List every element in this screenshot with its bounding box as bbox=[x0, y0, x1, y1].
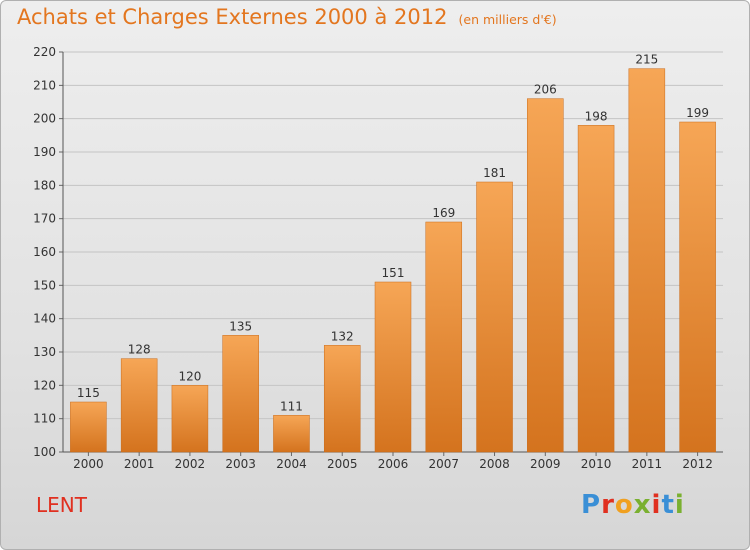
value-label-2012: 199 bbox=[686, 106, 709, 120]
x-tick-label-2003: 2003 bbox=[225, 457, 256, 471]
value-label-2002: 120 bbox=[178, 369, 201, 383]
value-label-2006: 151 bbox=[382, 266, 405, 280]
x-tick-label-2001: 2001 bbox=[124, 457, 155, 471]
x-tick-label-2010: 2010 bbox=[581, 457, 612, 471]
y-tick-label-220: 220 bbox=[33, 45, 56, 59]
bars bbox=[70, 68, 716, 453]
x-tick-label-2005: 2005 bbox=[327, 457, 358, 471]
logo-letter: P bbox=[581, 490, 602, 520]
bar-2008[interactable] bbox=[476, 181, 513, 453]
y-tick-label-210: 210 bbox=[33, 78, 56, 92]
value-label-2001: 128 bbox=[128, 343, 151, 357]
y-tick-label-160: 160 bbox=[33, 245, 56, 259]
chart-unit: (en milliers d'€) bbox=[458, 12, 557, 27]
x-tick-label-2000: 2000 bbox=[73, 457, 104, 471]
value-label-2000: 115 bbox=[77, 386, 100, 400]
bar-2006[interactable] bbox=[374, 281, 412, 453]
y-tick-label-110: 110 bbox=[33, 412, 56, 426]
y-tick-label-140: 140 bbox=[33, 312, 56, 326]
x-tick-label-2008: 2008 bbox=[479, 457, 510, 471]
logo-letter: r bbox=[601, 490, 615, 520]
x-tick-label-2009: 2009 bbox=[530, 457, 561, 471]
x-tick-label-2004: 2004 bbox=[276, 457, 307, 471]
y-tick-label-200: 200 bbox=[33, 112, 56, 126]
bar-2011[interactable] bbox=[628, 68, 666, 453]
logo-letter: x bbox=[633, 490, 652, 520]
x-tick-label-2002: 2002 bbox=[175, 457, 206, 471]
x-tick-label-2007: 2007 bbox=[428, 457, 459, 471]
bar-2001[interactable] bbox=[120, 358, 158, 453]
y-tick-label-190: 190 bbox=[33, 145, 56, 159]
y-tick-label-130: 130 bbox=[33, 345, 56, 359]
bar-2002[interactable] bbox=[171, 385, 209, 453]
bar-2009[interactable] bbox=[527, 98, 564, 453]
y-tick-label-100: 100 bbox=[33, 445, 56, 459]
x-tick-label-2011: 2011 bbox=[632, 457, 663, 471]
value-label-2007: 169 bbox=[432, 206, 455, 220]
value-label-2009: 206 bbox=[534, 83, 557, 97]
title-row: Achats et Charges Externes 2000 à 2012 (… bbox=[17, 5, 557, 29]
logo-letter: i bbox=[651, 490, 662, 520]
bar-2007[interactable] bbox=[425, 221, 463, 453]
y-tick-label-180: 180 bbox=[33, 178, 56, 192]
commune-name: LENT bbox=[36, 493, 87, 517]
value-label-2003: 135 bbox=[229, 319, 252, 333]
chart-title: Achats et Charges Externes 2000 à 2012 bbox=[17, 5, 448, 29]
logo-letter: t bbox=[661, 490, 675, 520]
y-tick-label-120: 120 bbox=[33, 378, 56, 392]
logo-letter: o bbox=[614, 490, 634, 520]
bar-2010[interactable] bbox=[577, 125, 615, 453]
bar-2000[interactable] bbox=[70, 401, 107, 453]
logo-letter: i bbox=[674, 490, 685, 520]
proxiti-logo[interactable]: Proxiti bbox=[581, 490, 685, 520]
bar-2005[interactable] bbox=[323, 345, 361, 453]
value-label-2005: 132 bbox=[331, 329, 354, 343]
x-tick-label-2012: 2012 bbox=[682, 457, 713, 471]
x-tick-label-2006: 2006 bbox=[378, 457, 409, 471]
y-tick-label-170: 170 bbox=[33, 212, 56, 226]
value-label-2008: 181 bbox=[483, 166, 506, 180]
bar-2012[interactable] bbox=[679, 121, 716, 453]
bar-2003[interactable] bbox=[222, 335, 259, 453]
y-tick-label-150: 150 bbox=[33, 278, 56, 292]
bar-2004[interactable] bbox=[273, 415, 310, 453]
value-label-2004: 111 bbox=[280, 399, 303, 413]
value-label-2011: 215 bbox=[635, 53, 658, 67]
labels: 100 110 120 130 140 150 160 170 180 190 200 210 220 1… bbox=[33, 45, 713, 471]
value-label-2010: 198 bbox=[585, 109, 608, 123]
